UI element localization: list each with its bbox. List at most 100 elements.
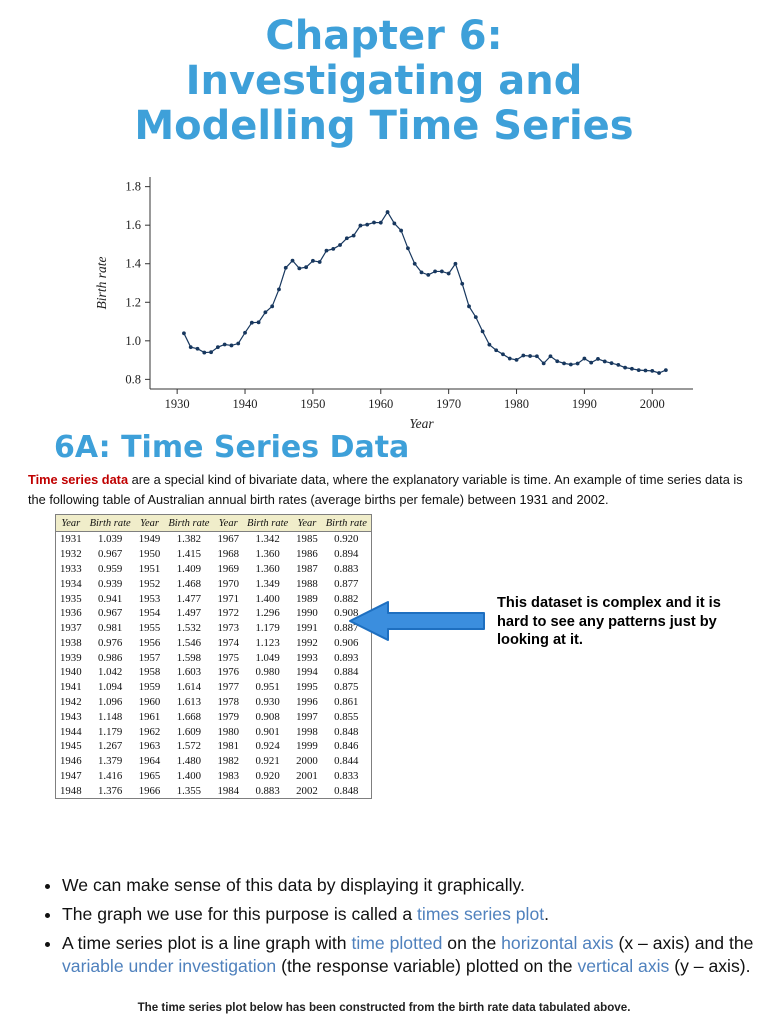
table-row: 1938 0.976 1956 1.546 1974 1.123 1992 0.906 xyxy=(56,635,372,650)
table-header: Birth rate xyxy=(243,514,293,532)
table-row: 1936 0.967 1954 1.497 1972 1.296 1990 0.908 xyxy=(56,606,372,621)
table-cell-year: 1981 xyxy=(217,740,240,753)
table-cell-rate: 1.477 xyxy=(176,592,202,605)
table-cell-rate: 0.939 xyxy=(98,577,123,590)
callout-text: This dataset is complex and it is hard t… xyxy=(497,595,721,649)
table-cell-rate: 1.603 xyxy=(176,666,202,679)
table-cell-year: 1953 xyxy=(138,592,161,605)
table-cell-year: 1960 xyxy=(138,695,161,708)
data-point xyxy=(494,348,499,353)
x-tick-label: 2000 xyxy=(640,397,665,411)
data-point xyxy=(514,357,519,362)
table-cell-year: 1965 xyxy=(138,769,161,782)
data-point xyxy=(392,221,397,226)
table-cell-year: 1940 xyxy=(60,666,82,679)
data-point xyxy=(555,359,560,364)
page-title: Chapter 6: Investigating and Modelling T… xyxy=(0,13,768,150)
data-point xyxy=(473,315,478,320)
table-cell-year: 1985 xyxy=(296,533,318,546)
table-cell-rate: 0.976 xyxy=(98,636,123,649)
data-point xyxy=(596,357,600,361)
data-point xyxy=(480,329,485,334)
table-cell-year: 1943 xyxy=(60,710,82,723)
table-cell-rate: 1.094 xyxy=(98,681,123,694)
table-cell-rate: 0.894 xyxy=(334,548,359,561)
data-point xyxy=(453,261,458,266)
table-cell-rate: 0.906 xyxy=(334,636,359,649)
data-point xyxy=(643,368,648,373)
highlighted-term: variable under investigation xyxy=(62,955,277,976)
table-cell-rate: 0.921 xyxy=(255,755,280,768)
data-point xyxy=(426,273,431,277)
table-cell-rate: 1.179 xyxy=(98,725,123,738)
table-cell-year: 1973 xyxy=(217,622,240,635)
highlighted-term: times series plot xyxy=(417,903,545,924)
table-cell-year: 1936 xyxy=(60,607,82,620)
table-header: Year xyxy=(213,514,244,532)
table-cell-rate: 1.342 xyxy=(255,533,280,546)
highlighted-term: horizontal axis xyxy=(501,932,614,953)
text-segment: We can make sense of this data by displa… xyxy=(62,875,525,895)
table-cell-rate: 1.400 xyxy=(255,592,280,605)
data-point xyxy=(182,331,186,336)
table-cell-rate: 0.967 xyxy=(98,607,123,620)
data-point xyxy=(188,345,193,350)
bullet-item: A time series plot is a line graph with … xyxy=(62,932,768,978)
data-point xyxy=(521,353,526,358)
table-cell-year: 1952 xyxy=(138,577,161,590)
x-tick-label: 1930 xyxy=(165,397,190,411)
table-cell-year: 1972 xyxy=(217,607,240,620)
left-arrow-icon xyxy=(349,601,485,641)
highlighted-term: time plotted xyxy=(351,932,443,953)
table-cell-year: 1993 xyxy=(296,651,318,664)
table-row: 1939 0.986 1957 1.598 1975 1.049 1993 0.893 xyxy=(56,650,372,665)
bullet-item: We can make sense of this data by displa… xyxy=(62,874,768,897)
data-point xyxy=(501,352,505,357)
data-point xyxy=(249,320,254,325)
title-line-2: Investigating and xyxy=(185,58,583,105)
y-tick-label: 1.2 xyxy=(125,295,141,309)
table-cell-rate: 1.042 xyxy=(98,666,123,679)
data-point xyxy=(256,320,261,325)
table-cell-rate: 1.096 xyxy=(98,695,123,708)
data-point xyxy=(372,220,376,225)
title-line-3: Modelling Time Series xyxy=(134,103,634,150)
data-point xyxy=(406,246,410,251)
data-point xyxy=(609,361,614,366)
table-row: 1937 0.981 1955 1.532 1973 1.179 1991 0.887 xyxy=(56,621,372,636)
y-tick-label: 0.8 xyxy=(125,372,141,386)
table-cell-year: 1966 xyxy=(138,784,161,797)
table-cell-rate: 1.572 xyxy=(176,740,202,753)
table-cell-rate: 0.967 xyxy=(98,548,123,561)
table-cell-rate: 0.920 xyxy=(255,769,280,782)
x-tick-label: 1940 xyxy=(233,397,258,411)
table-row: 1947 1.416 1965 1.400 1983 0.920 2001 0.833 xyxy=(56,769,372,784)
table-cell-rate: 1.400 xyxy=(176,769,202,782)
y-axis-title: Birth rate xyxy=(94,257,109,310)
table-cell-rate: 0.981 xyxy=(98,622,123,635)
table-cell-rate: 1.049 xyxy=(255,651,280,664)
table-cell-year: 1959 xyxy=(138,681,161,694)
data-point xyxy=(209,350,213,355)
table-cell-year: 1932 xyxy=(60,548,82,561)
data-point xyxy=(399,228,404,233)
table-header-row: Year Birth rate Year Birth rate Year Birth ra… xyxy=(55,514,372,532)
table-cell-year: 1989 xyxy=(296,592,318,605)
x-tick-label: 1990 xyxy=(572,397,597,411)
data-point xyxy=(650,368,655,373)
text-segment: (x – axis) and the xyxy=(613,932,754,953)
table-cell-year: 1992 xyxy=(296,636,318,649)
table-cell-year: 1957 xyxy=(138,651,161,664)
table-cell-rate: 0.959 xyxy=(98,562,123,575)
table-row: 1941 1.094 1959 1.614 1977 0.951 1995 0.875 xyxy=(56,680,372,695)
table-cell-rate: 1.546 xyxy=(176,636,202,649)
data-point xyxy=(663,368,668,373)
table-cell-rate: 0.908 xyxy=(334,607,359,620)
table-cell-rate: 1.497 xyxy=(176,607,202,620)
table-cell-year: 1970 xyxy=(217,577,240,590)
table-cell-year: 1975 xyxy=(217,651,240,664)
data-point xyxy=(358,223,363,228)
data-point xyxy=(562,361,566,366)
y-tick-label: 1.4 xyxy=(125,257,141,271)
y-tick-label: 1.6 xyxy=(125,218,141,232)
